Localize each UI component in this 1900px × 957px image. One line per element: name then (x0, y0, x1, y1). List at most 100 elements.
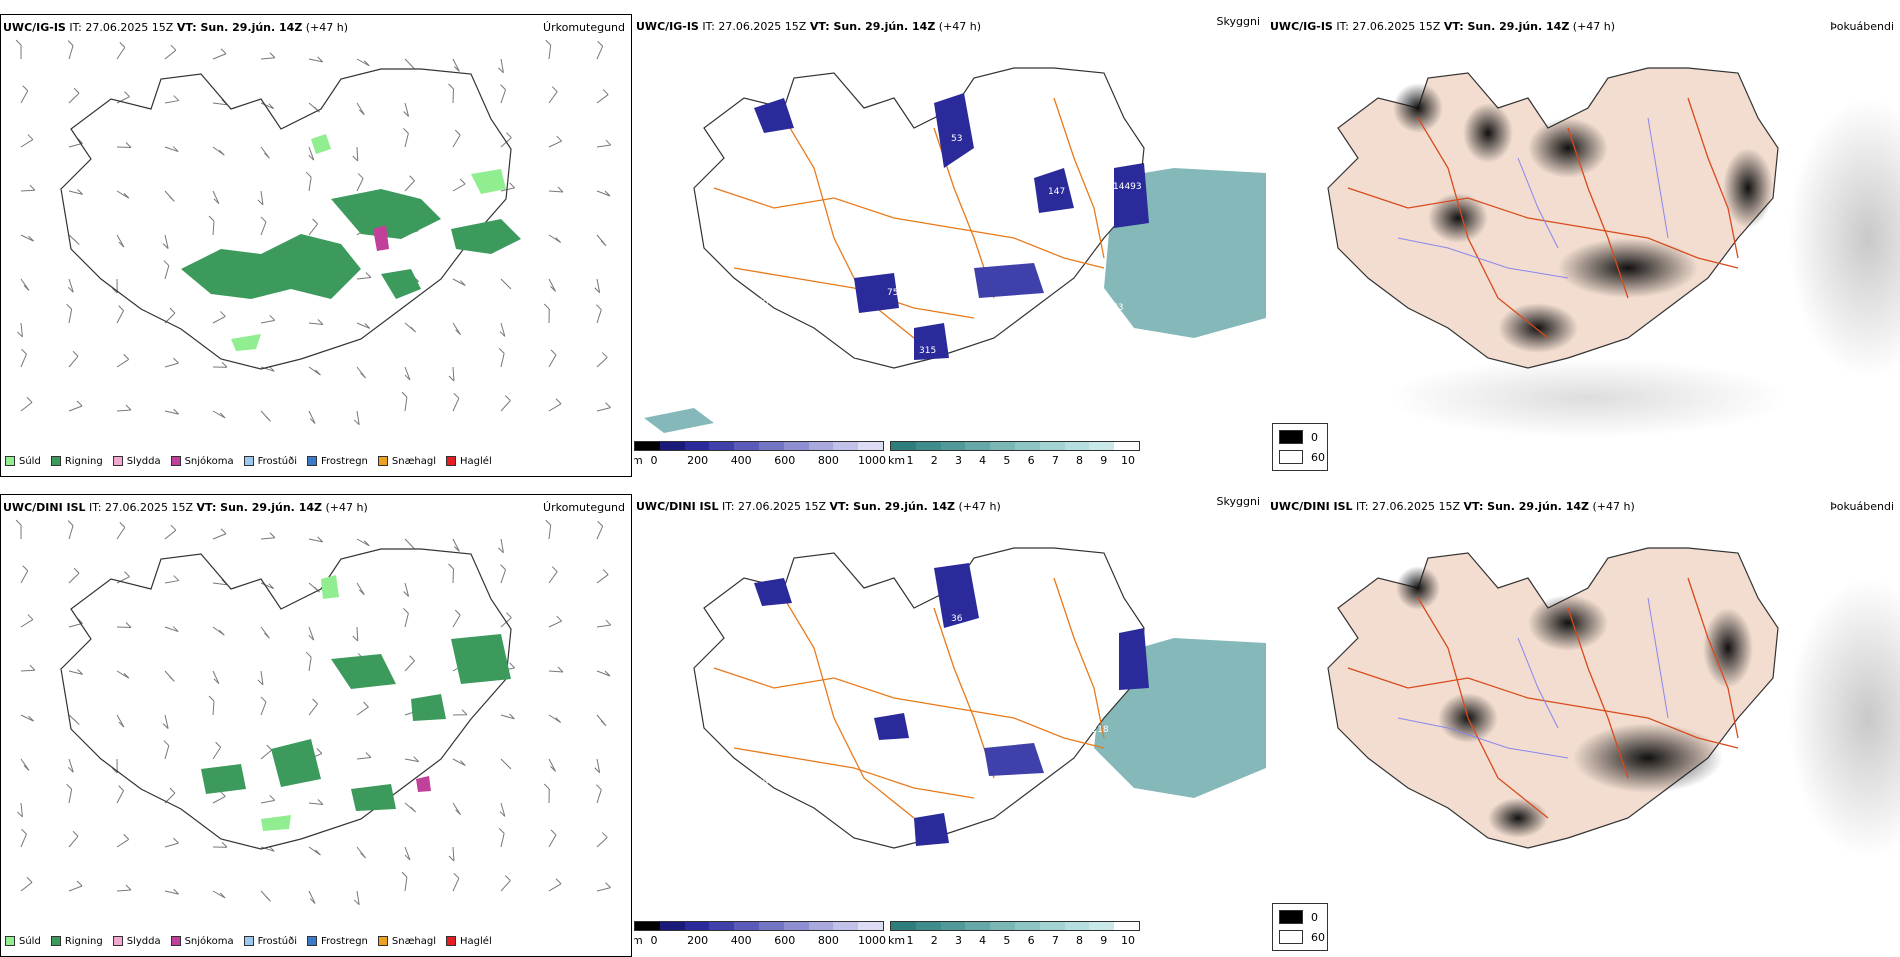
wind-barb (596, 569, 609, 584)
legend-label: Snjókoma (184, 455, 234, 467)
colorbar-segment (635, 922, 660, 930)
wind-barb (596, 882, 611, 892)
wind-barb (260, 102, 275, 110)
wind-barb (545, 519, 552, 540)
wind-barb (308, 218, 319, 236)
wind-barb (594, 758, 601, 774)
visibility-value-label: 26 (1049, 336, 1061, 346)
wind-barb (452, 709, 468, 716)
wind-barb (260, 696, 267, 716)
colorbar-segment (940, 922, 966, 930)
colorbar-unit: m (634, 934, 643, 947)
river-network (1397, 117, 1669, 279)
colorbar-segment (709, 922, 735, 930)
wind-barb (500, 875, 511, 892)
wind-barb (500, 395, 511, 412)
wind-barb (352, 626, 359, 642)
precip-type-legend: Súld Rigning Slydda Snjókoma Frostúði Frostre… (5, 932, 492, 950)
wind-barb (66, 783, 73, 804)
visibility-value-label: 41 (1048, 667, 1059, 677)
wind-barb (212, 791, 226, 804)
colorbar-tick: 5 (1003, 934, 1011, 947)
legend-item: Snæhagl (377, 456, 436, 467)
colorbar-tick: 7 (1051, 934, 1059, 947)
colorbar-segment (940, 442, 966, 450)
colorbar-tick: 0 (650, 454, 658, 467)
visibility-cells (754, 93, 1149, 360)
visibility-value-label: 36 (951, 614, 963, 624)
visibility-value-label: 75 (821, 624, 832, 634)
visibility-value-label: 49 (757, 778, 769, 788)
wind-barb (548, 86, 558, 104)
visibility-value-label: 33 (1015, 730, 1026, 740)
wind-barb (452, 392, 460, 412)
legend-swatch (170, 456, 181, 466)
colorbar-segment (1089, 922, 1115, 930)
wind-barb (208, 215, 215, 236)
wind-barb (448, 846, 455, 862)
wind-barbs (15, 39, 612, 426)
wind-barb (356, 752, 372, 760)
colorbar-segment (1114, 442, 1139, 450)
wind-barb (67, 40, 74, 60)
wind-barb (260, 216, 267, 236)
wind-barb (17, 802, 23, 818)
it-label: IT: (1336, 20, 1349, 33)
colorbar-segment (1114, 922, 1139, 930)
wind-barb (308, 319, 324, 325)
colorbar-tick: 1000 (858, 454, 886, 467)
visibility-value-label: 14493 (1113, 182, 1142, 192)
wind-barb (68, 350, 79, 368)
visibility-value-label: 98 (983, 192, 995, 202)
wind-barb (116, 190, 130, 199)
model-name: UWC/IG-IS (1270, 20, 1333, 33)
visibility-value-label: 45218 (1080, 725, 1109, 735)
wind-barb (500, 182, 515, 192)
colorbar-segment (1039, 922, 1065, 930)
wind-barb (548, 714, 562, 724)
colorbar-tick: 9 (1100, 454, 1108, 467)
wind-barb (596, 832, 608, 848)
wind-barb (404, 175, 415, 192)
visibility-value-label: 315 (919, 346, 936, 356)
wind-barb (212, 670, 220, 685)
wind-barb (260, 744, 273, 760)
visibility-value-label: 73 (1112, 303, 1123, 313)
wind-barb (260, 794, 276, 804)
panel-header: UWC/IG-IS IT: 27.06.2025 15Z VT: Sun. 29… (1270, 20, 1896, 38)
model-name: UWC/DINI ISL (1270, 500, 1353, 513)
product-name: Þokuábendi (1830, 20, 1894, 33)
wind-barb (116, 622, 132, 628)
wind-barb (67, 758, 74, 773)
wind-barb (116, 571, 130, 584)
wind-barb (308, 846, 321, 856)
wind-barb (68, 714, 80, 725)
product-name: Úrkomutegund (543, 21, 625, 34)
colorbar-tick: 600 (774, 934, 796, 947)
lead-time: (+47 h) (958, 500, 1001, 513)
fog-panel-igis: UWC/IG-IS IT: 27.06.2025 15Z VT: Sun. 29… (1268, 14, 1900, 477)
legend-item: Súld (5, 936, 41, 947)
legend-label: Frostúði (257, 935, 297, 947)
wind-barb (448, 83, 454, 104)
fog-legend-item: 60 (1279, 450, 1325, 464)
visibility-value-label: 68 (724, 571, 736, 581)
wind-barb (545, 39, 552, 60)
model-name: UWC/DINI ISL (636, 500, 719, 513)
it-value: 27.06.2025 15Z (718, 20, 807, 33)
visibility-colorbar: km 1 2 3 4 5 6 7 8 9 10 (888, 921, 1140, 949)
legend-item: Snæhagl (377, 936, 436, 947)
road-network (1347, 97, 1739, 339)
colorbar-segment (709, 442, 735, 450)
wind-barb (66, 303, 73, 324)
wind-barb (500, 713, 515, 720)
wind-barb (164, 95, 180, 104)
wind-barb (116, 522, 126, 540)
colorbar-strip (890, 921, 1140, 931)
wind-barb (498, 828, 505, 848)
colorbar-segment (1064, 922, 1090, 930)
wind-barb (548, 666, 564, 673)
visibility-cells (754, 563, 1149, 846)
wind-barb (308, 56, 324, 63)
colorbar-tick: 800 (817, 934, 839, 947)
